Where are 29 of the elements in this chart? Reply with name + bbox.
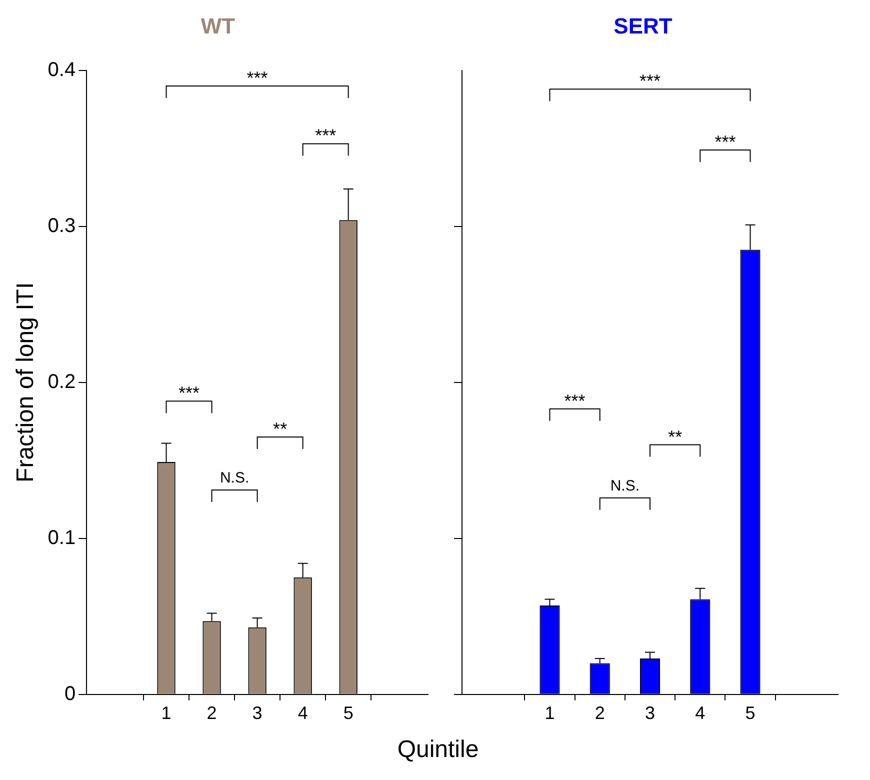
x-tick-label: 1	[544, 703, 555, 724]
x-tick-label: 4	[298, 703, 308, 724]
annotation: **	[668, 426, 682, 447]
chart-title: SERT	[614, 13, 673, 38]
x-tick-label: 4	[695, 703, 706, 724]
annotation: **	[273, 418, 288, 439]
x-tick-label: 3	[644, 703, 656, 724]
annotation: ***	[714, 132, 736, 152]
y-tick-label: 0.1	[48, 526, 76, 549]
y-tick-label: 0.2	[48, 370, 76, 393]
x-tick-label: 1	[161, 703, 172, 724]
x-tick-label: 5	[745, 703, 756, 724]
y-tick-label: 0.3	[48, 214, 76, 237]
annotation: ***	[639, 71, 661, 92]
x-axis-title: Quintile	[396, 736, 480, 764]
x-tick-label: 2	[594, 703, 605, 724]
x-tick-label: 3	[252, 703, 262, 724]
annotation: ***	[178, 383, 200, 404]
annotation: N.S.	[220, 470, 250, 487]
chart-title: WT	[200, 13, 236, 38]
y-tick-label: 0	[64, 682, 76, 705]
y-tick-label: 0.4	[48, 58, 76, 81]
x-tick-label: 2	[206, 703, 217, 724]
y-axis-title: Fraction of long ITI	[12, 282, 40, 482]
annotation: ***	[246, 68, 268, 88]
x-tick-label: 5	[343, 703, 354, 724]
annotation: ***	[315, 126, 336, 146]
annotation: N.S.	[610, 477, 640, 494]
annotation: ***	[564, 390, 586, 411]
